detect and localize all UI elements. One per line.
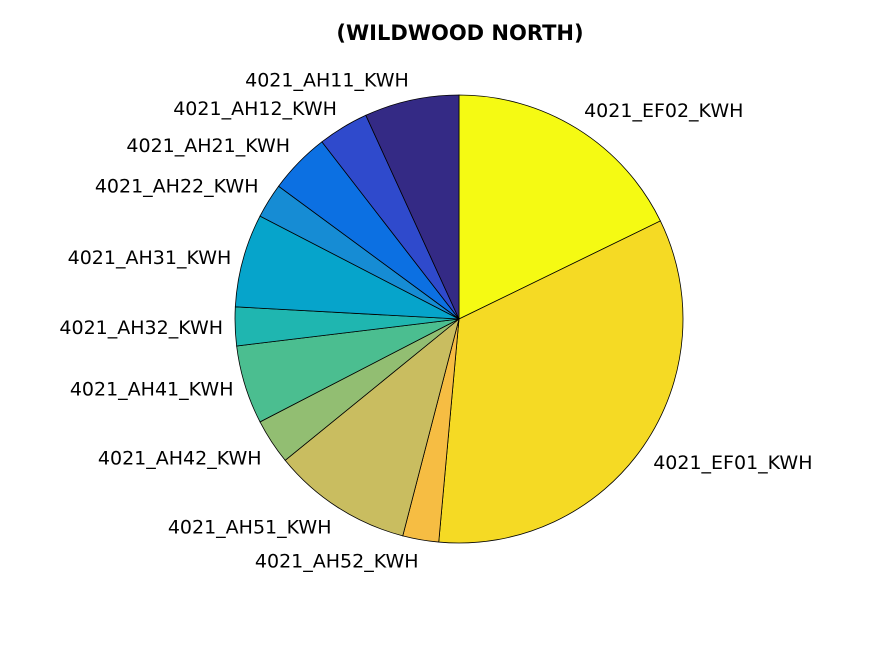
pie-slice-4021-ef02-kwh <box>458 94 661 320</box>
pie-label-4021-ah12-kwh: 4021_AH12_KWH <box>173 98 337 120</box>
pie-label-4021-ah51-kwh: 4021_AH51_KWH <box>168 517 332 539</box>
pie-slice-4021-ah51-kwh <box>284 317 460 537</box>
chart-title: (WILDWOOD NORTH) <box>336 21 583 45</box>
pie-label-4021-ah21-kwh: 4021_AH21_KWH <box>126 135 290 157</box>
pie-label-4021-ah41-kwh: 4021_AH41_KWH <box>70 379 234 401</box>
pie-slice-4021-ef01-kwh <box>438 220 684 544</box>
pie-label-4021-ah32-kwh: 4021_AH32_KWH <box>59 317 223 339</box>
pie-label-4021-ef01-kwh: 4021_EF01_KWH <box>653 452 812 474</box>
pie-label-4021-ah11-kwh: 4021_AH11_KWH <box>245 69 409 91</box>
pie-label-4021-ah31-kwh: 4021_AH31_KWH <box>68 247 232 269</box>
pie-label-4021-ef02-kwh: 4021_EF02_KWH <box>584 100 743 122</box>
pie-slices <box>234 94 684 544</box>
pie-labels: 4021_EF02_KWH 4021_EF01_KWH 4021_AH52_KWH 4… <box>59 69 812 572</box>
pie-label-4021-ah42-kwh: 4021_AH42_KWH <box>98 447 262 469</box>
pie-label-4021-ah52-kwh: 4021_AH52_KWH <box>255 551 419 573</box>
pie-slice-4021-ah11-kwh <box>365 94 460 320</box>
pie-label-4021-ah22-kwh: 4021_AH22_KWH <box>95 176 259 198</box>
